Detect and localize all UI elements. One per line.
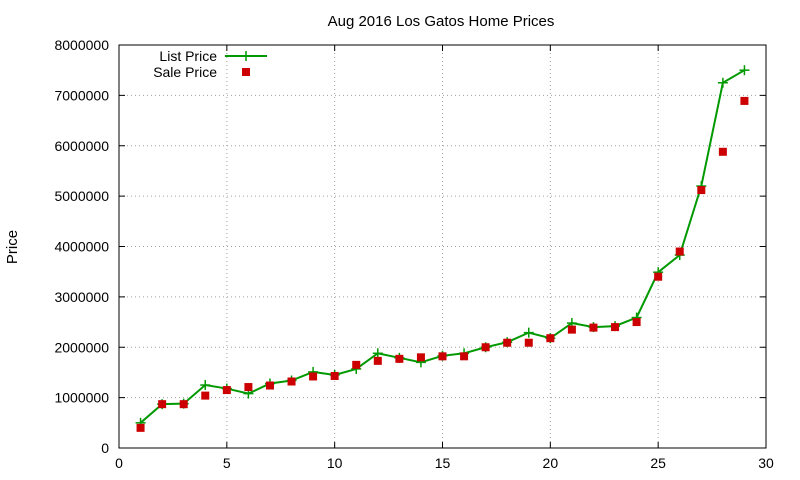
data-point <box>136 423 145 432</box>
data-point <box>416 353 425 362</box>
x-tick-label: 0 <box>115 455 123 471</box>
data-point <box>352 360 361 369</box>
data-point <box>697 186 706 195</box>
x-tick-label: 5 <box>223 455 231 471</box>
data-point <box>438 352 447 361</box>
y-tick-label: 1000000 <box>54 390 109 406</box>
legend-marker-list-price <box>241 51 251 61</box>
y-tick-label: 8000000 <box>54 37 109 53</box>
y-tick-label: 2000000 <box>54 339 109 355</box>
tick-labels: 0 5 10 15 20 25 30 0 1000000 2000000 3000000 400000… <box>54 37 774 471</box>
data-point <box>158 400 167 409</box>
plot-frame <box>118 44 767 449</box>
data-point <box>200 380 211 391</box>
data-point <box>503 338 512 347</box>
x-tick-label: 25 <box>650 455 666 471</box>
data-point <box>265 381 274 390</box>
data-point <box>675 247 684 256</box>
x-tick-label: 30 <box>758 455 774 471</box>
data-point <box>523 327 534 338</box>
data-point <box>287 377 296 386</box>
series-1 <box>136 96 749 432</box>
data-point <box>611 323 620 332</box>
data-point <box>718 147 727 156</box>
data-point <box>740 96 749 105</box>
data-point <box>330 371 339 380</box>
data-point <box>244 383 253 392</box>
data-point <box>524 338 533 347</box>
y-tick-label: 4000000 <box>54 239 109 255</box>
x-tick-label: 20 <box>543 455 559 471</box>
data-point <box>222 386 231 395</box>
data-point <box>632 318 641 327</box>
y-axis-label: Price <box>4 230 21 264</box>
data-point <box>309 372 318 381</box>
data-point <box>589 323 598 332</box>
data-point <box>739 65 750 76</box>
y-tick-label: 5000000 <box>54 188 109 204</box>
chart-title: Aug 2016 Los Gatos Home Prices <box>328 13 555 30</box>
data-point <box>460 352 469 361</box>
legend: List Price Sale Price <box>153 48 267 80</box>
y-tick-label: 3000000 <box>54 289 109 305</box>
data-point <box>372 348 383 359</box>
data-point <box>373 356 382 365</box>
x-tick-label: 10 <box>327 455 343 471</box>
data-point <box>717 77 728 88</box>
y-tick-label: 0 <box>101 440 109 456</box>
y-tick-label: 6000000 <box>54 138 109 154</box>
legend-label-sale-price: Sale Price <box>153 64 217 80</box>
series-layer <box>135 65 750 432</box>
data-point <box>654 272 663 281</box>
data-point <box>567 325 576 334</box>
x-tick-label: 15 <box>435 455 451 471</box>
y-tick-label: 7000000 <box>54 87 109 103</box>
data-point <box>395 354 404 363</box>
data-point <box>179 400 188 409</box>
legend-label-list-price: List Price <box>159 48 217 64</box>
legend-marker-sale-price <box>242 68 250 76</box>
data-point <box>201 391 210 400</box>
data-point <box>481 343 490 352</box>
data-point <box>546 334 555 343</box>
